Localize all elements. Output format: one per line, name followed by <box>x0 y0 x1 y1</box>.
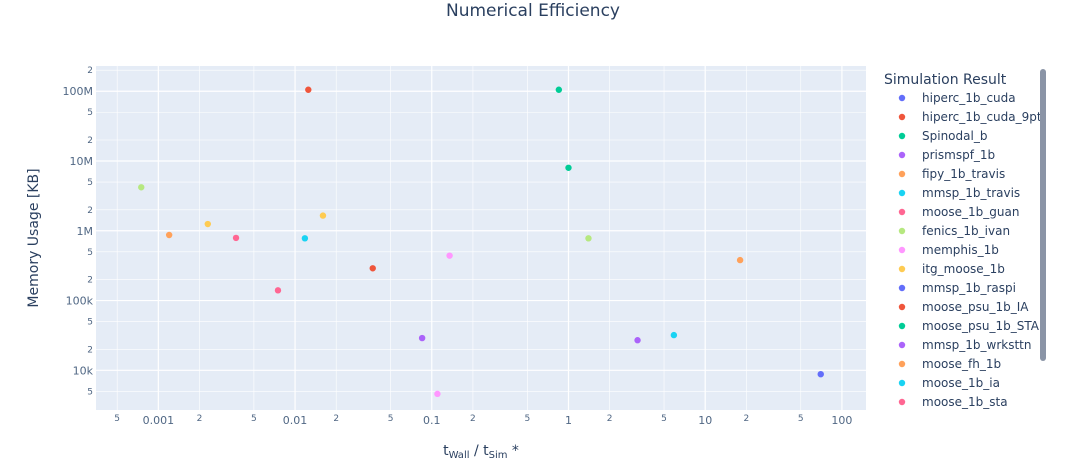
data-point-mmsp_1b_travis[interactable] <box>301 235 309 242</box>
legend-marker <box>898 208 906 216</box>
data-point-memphis_1b[interactable] <box>446 252 453 259</box>
y-minor-tick-label: 2 <box>87 66 93 76</box>
y-minor-tick-label: 5 <box>87 248 93 258</box>
legend-marker <box>898 360 906 368</box>
data-point-Spinodal_b[interactable] <box>555 86 563 93</box>
y-tick-label: 100M <box>63 85 94 98</box>
legend-item-prismspf_1b[interactable]: prismspf_1b <box>922 148 995 162</box>
data-point-memphis_1b[interactable] <box>434 390 441 398</box>
legend-title: Simulation Result <box>884 72 1007 88</box>
data-point-itg_moose_1b[interactable] <box>204 220 211 228</box>
legend-item-Spinodal_b[interactable]: Spinodal_b <box>922 129 987 143</box>
legend-marker <box>898 284 906 292</box>
legend-marker <box>898 132 906 140</box>
legend-scrollbar[interactable] <box>1040 69 1046 361</box>
x-tick-label: 0.001 <box>143 414 175 427</box>
legend-marker <box>898 398 906 406</box>
legend-item-moose_psu_1b_STA[interactable]: moose_psu_1b_STA <box>922 319 1040 333</box>
legend-item-hiperc_1b_cuda_9pt[interactable]: hiperc_1b_cuda_9pt <box>922 110 1042 124</box>
legend-item-moose_1b_sta[interactable]: moose_1b_sta <box>922 395 1008 409</box>
legend-marker <box>898 94 906 102</box>
x-minor-tick-label: 2 <box>743 414 749 424</box>
y-tick-label: 10k <box>73 364 94 377</box>
data-point-Spinodal_b[interactable] <box>565 164 572 171</box>
x-tick-label: 10 <box>698 414 712 427</box>
x-tick-label: 1 <box>565 414 572 427</box>
x-minor-tick-label: 2 <box>197 414 203 424</box>
chart-title: Numerical Efficiency <box>446 1 620 21</box>
legend-marker <box>898 170 906 178</box>
y-minor-tick-label: 5 <box>87 318 93 328</box>
legend-marker <box>898 265 906 273</box>
x-minor-tick-label: 5 <box>661 414 667 424</box>
y-minor-tick-label: 2 <box>87 206 93 216</box>
gridlines <box>96 66 866 410</box>
legend-marker <box>898 341 906 349</box>
legend-item-fenics_1b_ivan[interactable]: fenics_1b_ivan <box>922 224 1010 238</box>
data-point-moose_1b_guan[interactable] <box>274 287 282 294</box>
y-axis-title: Memory Usage [KB] <box>26 168 42 307</box>
legend-item-hiperc_1b_cuda[interactable]: hiperc_1b_cuda <box>922 91 1016 105</box>
x-tick-label: 100 <box>831 414 852 427</box>
x-minor-tick-label: 2 <box>607 414 613 424</box>
data-points <box>138 86 824 398</box>
data-point-fenics_1b_ivan[interactable] <box>138 184 145 191</box>
plot-area[interactable] <box>96 66 866 410</box>
y-minor-tick-label: 2 <box>87 345 93 355</box>
y-minor-tick-label: 5 <box>87 178 93 188</box>
x-minor-tick-label: 5 <box>251 414 257 424</box>
x-minor-tick-label: 5 <box>114 414 120 424</box>
data-point-hiperc_1b_cuda[interactable] <box>817 370 824 378</box>
y-minor-tick-label: 2 <box>87 276 93 286</box>
x-axis-ticks: 5 2 5 2 5 2 5 2 5 2 5 0.001 0.01 0.1 1 10 100 <box>114 414 852 427</box>
legend-item-mmsp_1b_travis[interactable]: mmsp_1b_travis <box>922 186 1020 200</box>
legend-item-fipy_1b_travis[interactable]: fipy_1b_travis <box>922 167 1005 181</box>
y-axis-ticks: 5 2 5 2 5 2 5 2 5 2 10k 100k 1M 10M 100M <box>63 66 94 397</box>
y-tick-label: 10M <box>70 155 94 168</box>
y-minor-tick-label: 5 <box>87 108 93 118</box>
x-minor-tick-label: 5 <box>798 414 804 424</box>
legend-item-moose_psu_1b_IA[interactable]: moose_psu_1b_IA <box>922 300 1029 314</box>
y-tick-label: 1M <box>77 225 94 238</box>
y-tick-label: 100k <box>66 295 94 308</box>
x-minor-tick-label: 2 <box>470 414 476 424</box>
data-point-moose_1b_sta[interactable] <box>232 234 240 242</box>
legend-marker <box>898 227 906 235</box>
legend-marker <box>898 246 906 254</box>
legend-item-memphis_1b[interactable]: memphis_1b <box>922 243 999 257</box>
data-point-prismspf_1b[interactable] <box>634 337 641 344</box>
x-axis-title: tWall / tSim * <box>443 443 519 461</box>
y-minor-tick-label: 2 <box>87 136 93 146</box>
data-point-fenics_1b_ivan[interactable] <box>585 235 592 242</box>
legend: Simulation Result hiperc_1b_cuda hiperc_1… <box>884 69 1046 409</box>
legend-item-moose_1b_guan[interactable]: moose_1b_guan <box>922 205 1019 219</box>
data-point-hiperc_1b_cuda_9pt[interactable] <box>305 86 312 93</box>
legend-item-moose_1b_ia[interactable]: moose_1b_ia <box>922 376 1000 390</box>
data-point-fipy_1b_travis[interactable] <box>736 256 744 264</box>
data-point-itg_moose_1b[interactable] <box>319 212 327 219</box>
legend-item-itg_moose_1b[interactable]: itg_moose_1b <box>922 262 1005 276</box>
data-point-fipy_1b_travis[interactable] <box>165 231 173 239</box>
x-minor-tick-label: 5 <box>388 414 394 424</box>
legend-item-mmsp_1b_wrksttn[interactable]: mmsp_1b_wrksttn <box>922 338 1031 352</box>
legend-marker <box>898 322 906 330</box>
y-minor-tick-label: 5 <box>87 387 93 397</box>
x-tick-label: 0.01 <box>283 414 308 427</box>
legend-item-mmsp_1b_raspi[interactable]: mmsp_1b_raspi <box>922 281 1016 295</box>
legend-marker <box>898 113 906 121</box>
legend-item-moose_fh_1b[interactable]: moose_fh_1b <box>922 357 1001 371</box>
data-point-mmsp_1b_travis[interactable] <box>670 331 678 339</box>
legend-marker <box>898 379 906 387</box>
data-point-moose_psu_1b_IA[interactable] <box>369 265 376 272</box>
x-minor-tick-label: 2 <box>333 414 339 424</box>
x-tick-label: 0.1 <box>423 414 441 427</box>
x-minor-tick-label: 5 <box>524 414 530 424</box>
legend-marker <box>898 303 906 311</box>
legend-marker <box>898 189 906 197</box>
legend-marker <box>898 151 906 159</box>
data-point-prismspf_1b[interactable] <box>418 334 426 342</box>
